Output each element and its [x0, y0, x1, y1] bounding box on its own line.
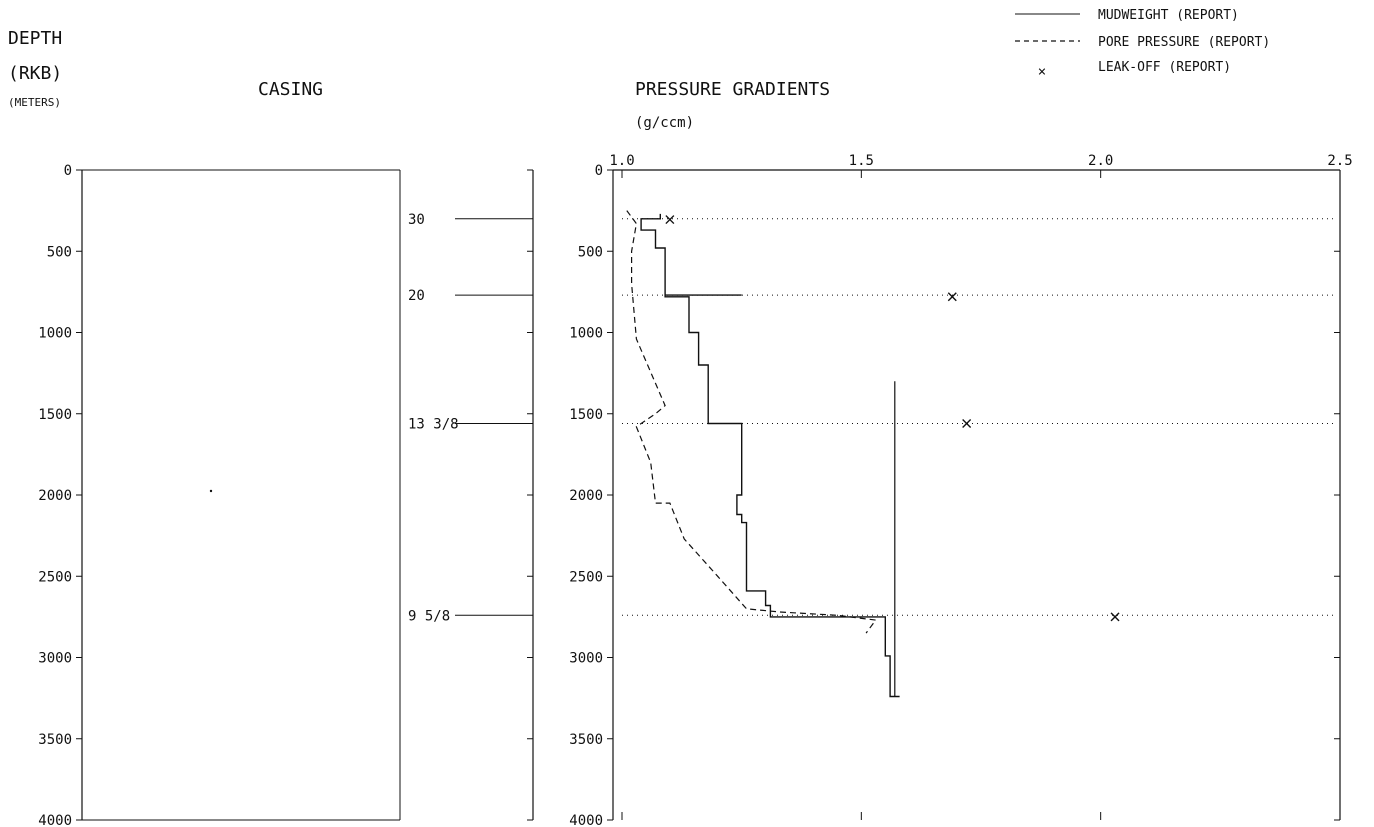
- depth-label-2: (RKB): [8, 63, 62, 84]
- casing-y-tick-label: 1500: [38, 407, 72, 423]
- pressure-x-tick-label: 1.0: [609, 153, 634, 169]
- casing-shoe-label: 30: [408, 212, 425, 228]
- leak-off-point: [1110, 612, 1120, 622]
- pressure-unit: (g/ccm): [635, 115, 694, 131]
- pressure-x-tick-label: 1.5: [849, 153, 874, 169]
- leak-off-point: [665, 215, 675, 225]
- casing-shoe-label: 20: [408, 288, 425, 304]
- mudweight-line: [640, 213, 900, 698]
- casing-y-tick-label: 3500: [38, 732, 72, 748]
- casing-y-tick-label: 500: [47, 244, 72, 260]
- pore-pressure-line: [626, 210, 877, 634]
- pressure-y-tick-label: 1000: [569, 326, 603, 342]
- pressure-y-tick-label: 1500: [569, 407, 603, 423]
- pressure-title: PRESSURE GRADIENTS: [635, 79, 830, 100]
- casing-y-tick-label: 2000: [38, 488, 72, 504]
- pressure-y-tick-label: 3500: [569, 732, 603, 748]
- casing-y-tick-label: 1000: [38, 326, 72, 342]
- casing-dot: [209, 489, 213, 493]
- leak-off-stroke: [1110, 612, 1120, 622]
- casing-y-tick-label: 3000: [38, 651, 72, 667]
- casing-panel: [81, 169, 534, 821]
- legend-mudweight-label: MUDWEIGHT (REPORT): [1098, 8, 1239, 23]
- legend-pore-label: PORE PRESSURE (REPORT): [1098, 35, 1270, 50]
- depth-label-3: (METERS): [8, 96, 61, 109]
- casing-shoe-label: 9 5/8: [408, 608, 450, 624]
- pressure-panel: [612, 169, 1341, 820]
- leak-off-stroke: [947, 292, 957, 302]
- leak-off-stroke: [665, 215, 675, 225]
- pressure-x-tick-label: 2.0: [1088, 153, 1113, 169]
- casing-y-tick-label: 2500: [38, 569, 72, 585]
- casing-y-tick-label: 4000: [38, 813, 72, 827]
- pressure-y-tick-label: 2500: [569, 569, 603, 585]
- pressure-y-tick-label: 2000: [569, 488, 603, 504]
- legend-leakoff-marker: ×: [1038, 64, 1046, 80]
- depth-label-1: DEPTH: [8, 28, 62, 49]
- casing-y-tick-label: 0: [64, 163, 72, 179]
- legend: MUDWEIGHT (REPORT) PORE PRESSURE (REPORT…: [1015, 8, 1270, 80]
- pressure-y-tick-label: 4000: [569, 813, 603, 827]
- leak-off-stroke: [962, 419, 972, 428]
- pressure-y-tick-label: 0: [595, 163, 603, 179]
- pressure-y-tick-label: 500: [578, 244, 603, 260]
- casing-title: CASING: [258, 79, 323, 100]
- leak-off-point: [947, 292, 957, 302]
- pressure-y-tick-label: 3000: [569, 651, 603, 667]
- pressure-x-tick-label: 2.5: [1327, 153, 1352, 169]
- casing-shoe-label: 13 3/8: [408, 417, 459, 433]
- leak-off-point: [962, 419, 972, 428]
- legend-leakoff-label: LEAK-OFF (REPORT): [1098, 60, 1231, 75]
- chart-marks: 0 500 1000 1500 2000 2500 3000 3500 4000 0 500 1000…: [38, 153, 1352, 827]
